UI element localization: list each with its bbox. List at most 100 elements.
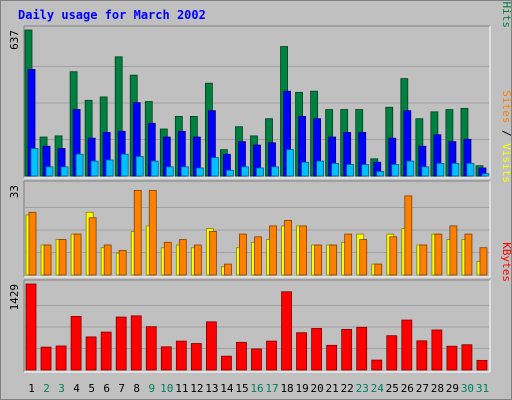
bar-sites xyxy=(239,233,247,276)
bar-kbytes xyxy=(236,341,247,371)
bar-sites xyxy=(208,230,217,276)
x-tick-label: 3 xyxy=(58,382,65,395)
x-tick-label: 2 xyxy=(43,382,50,395)
x-tick-label: 7 xyxy=(118,382,125,395)
bar-pages xyxy=(391,164,400,177)
bar-pages xyxy=(481,173,490,177)
x-tick-label: 12 xyxy=(190,382,203,395)
bar-pages xyxy=(271,166,279,177)
bar-kbytes xyxy=(70,316,82,371)
bar-kbytes xyxy=(251,348,262,371)
bar-kbytes xyxy=(190,343,202,371)
x-tick-label: 30 xyxy=(461,382,474,395)
bar-pages xyxy=(361,164,370,177)
bar-kbytes xyxy=(85,336,97,371)
bar-kbytes xyxy=(115,316,127,371)
bar-kbytes xyxy=(281,291,292,371)
bar-pages xyxy=(105,159,114,177)
legend-separator: / xyxy=(500,123,512,143)
legend-entry-sites: Sites xyxy=(500,90,512,123)
bar-kbytes xyxy=(416,340,428,371)
bar-sites xyxy=(299,225,307,276)
bar-pages xyxy=(301,161,309,177)
bar-kbytes xyxy=(401,319,413,371)
x-tick-label: 11 xyxy=(175,382,188,395)
bar-sites xyxy=(103,244,112,276)
legend-entry-kbytes: KBytes xyxy=(500,242,512,282)
x-tick-label: 23 xyxy=(356,382,369,395)
panel-3: 1429 KBytes xyxy=(8,242,512,373)
y-axis-max-label-2: 33 xyxy=(8,185,21,198)
bar-kbytes xyxy=(476,359,488,371)
chart-panels: 637 Pages / Files / Hits 33 Sites / Visits 1… xyxy=(8,0,512,373)
x-tick-label: 19 xyxy=(295,382,308,395)
bar-pages xyxy=(376,171,385,177)
bar-sites xyxy=(329,244,338,276)
bar-kbytes xyxy=(311,328,323,371)
y-axis-max-label-3: 1429 xyxy=(8,284,21,311)
bar-sites xyxy=(314,244,323,276)
bar-sites xyxy=(163,241,172,276)
bar-kbytes xyxy=(431,329,443,371)
bar-kbytes xyxy=(55,345,67,371)
bar-kbytes xyxy=(130,315,142,371)
bar-sites xyxy=(73,233,82,276)
bar-kbytes xyxy=(266,340,277,371)
bar-kbytes xyxy=(221,355,232,371)
x-tick-label: 1 xyxy=(28,382,35,395)
bar-pages xyxy=(30,148,39,177)
x-tick-label: 25 xyxy=(386,382,399,395)
bar-pages xyxy=(90,160,99,177)
bar-pages xyxy=(286,149,294,177)
bar-sites xyxy=(178,239,187,276)
bar-sites xyxy=(344,233,353,276)
x-tick-label: 15 xyxy=(235,382,248,395)
bar-sites xyxy=(404,195,413,276)
x-tick-label: 31 xyxy=(476,382,489,395)
bar-pages xyxy=(180,166,189,177)
bar-sites xyxy=(449,225,458,276)
x-tick-label: 28 xyxy=(431,382,444,395)
bar-sites xyxy=(434,233,443,276)
bar-kbytes xyxy=(446,345,458,371)
bar-pages xyxy=(346,164,355,177)
bar-kbytes xyxy=(145,326,157,371)
bar-pages xyxy=(226,169,234,177)
x-tick-label: 20 xyxy=(311,382,324,395)
panel-2: 33 Sites / Visits xyxy=(8,90,512,278)
bar-sites xyxy=(88,217,97,276)
panel-1: 637 Pages / Files / Hits xyxy=(8,0,512,179)
bar-kbytes xyxy=(356,326,368,371)
bar-pages xyxy=(466,162,475,177)
bar-pages xyxy=(60,166,69,177)
legend-2: Sites / Visits xyxy=(500,90,512,183)
x-tick-label: 27 xyxy=(416,382,429,395)
bar-sites xyxy=(359,239,368,276)
x-tick-label: 4 xyxy=(73,382,80,395)
bar-sites xyxy=(254,236,262,276)
x-tick-label: 10 xyxy=(160,382,173,395)
x-tick-label: 8 xyxy=(133,382,140,395)
x-tick-label: 17 xyxy=(265,382,278,395)
bar-sites xyxy=(133,190,142,276)
bar-kbytes xyxy=(296,332,307,371)
bar-sites xyxy=(479,247,488,276)
bar-pages xyxy=(421,166,430,177)
bar-kbytes xyxy=(175,340,187,371)
bar-sites xyxy=(464,233,473,276)
legend-entry-visits: Visits xyxy=(500,143,512,183)
bar-pages xyxy=(165,166,174,177)
bar-sites xyxy=(193,244,202,276)
x-tick-label: 6 xyxy=(103,382,110,395)
bar-pages xyxy=(331,162,340,177)
x-tick-label: 29 xyxy=(446,382,459,395)
bar-pages xyxy=(241,166,249,177)
x-tick-label: 16 xyxy=(250,382,263,395)
bar-sites xyxy=(224,263,232,276)
x-tick-label: 22 xyxy=(341,382,354,395)
chart-title: Daily usage for March 2002 xyxy=(18,8,206,22)
bar-sites xyxy=(43,244,52,276)
bar-kbytes xyxy=(461,344,473,371)
bar-pages xyxy=(135,156,144,177)
